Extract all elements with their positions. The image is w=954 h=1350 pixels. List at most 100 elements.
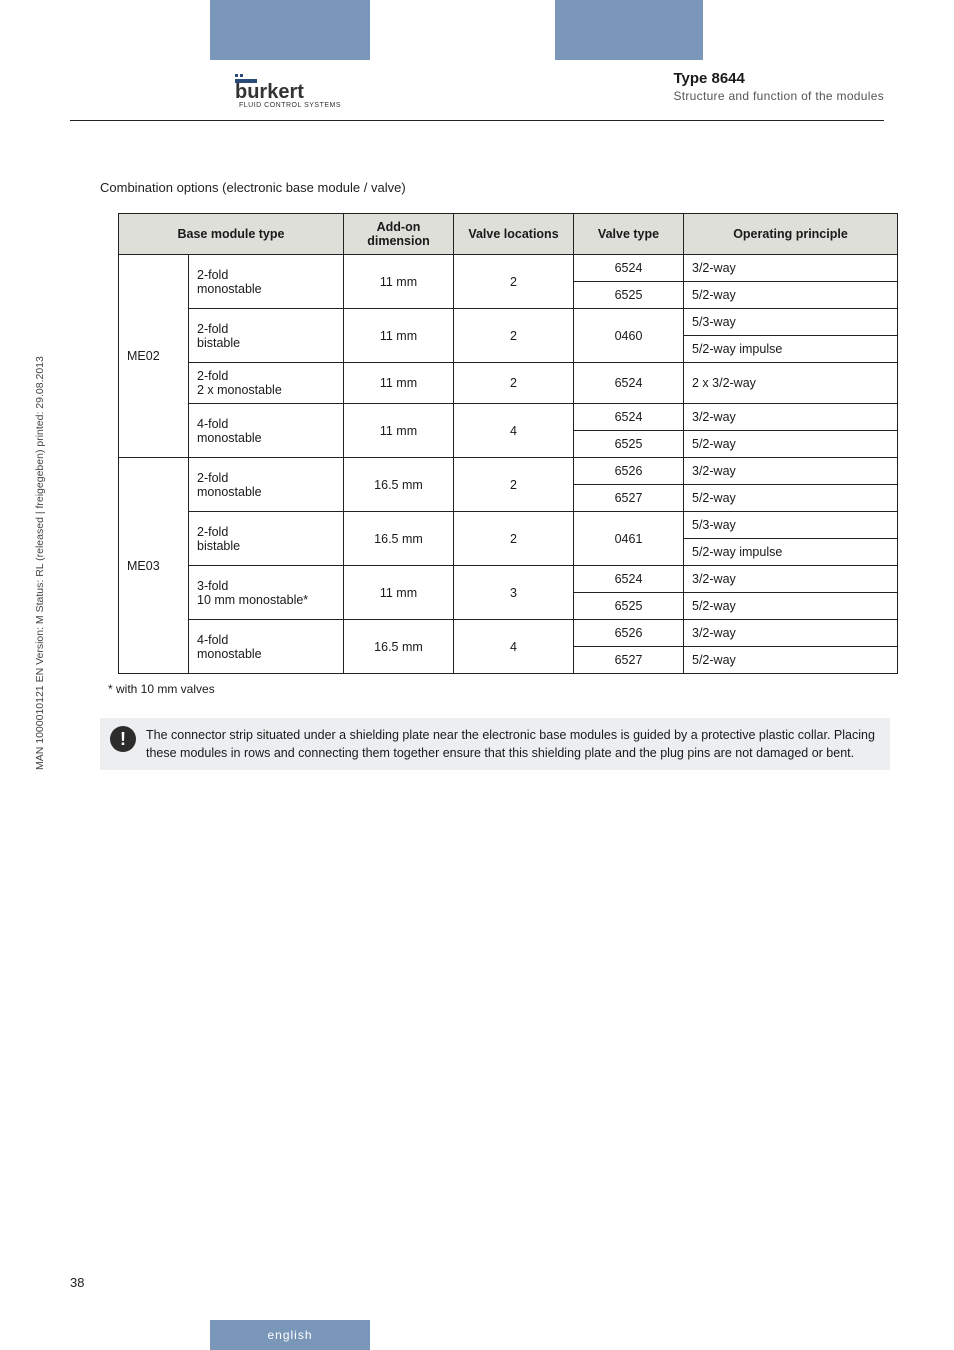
- table-row: 4-fold monostable 16.5 mm 4 6526 3/2-way: [119, 620, 898, 647]
- logo: burkert FLUID CONTROL SYSTEMS: [210, 70, 370, 109]
- cell-vtype: 6524: [574, 566, 684, 593]
- cell-vtype: 6525: [574, 282, 684, 309]
- cell-op: 5/2-way impulse: [684, 336, 898, 363]
- cell-op: 5/2-way impulse: [684, 539, 898, 566]
- cell-desc: 2-fold monostable: [189, 255, 344, 309]
- cell-vtype: 0461: [574, 512, 684, 566]
- cell-addon: 11 mm: [344, 404, 454, 458]
- cell-op: 3/2-way: [684, 255, 898, 282]
- cell-vtype: 6527: [574, 647, 684, 674]
- cell-desc: 2-fold monostable: [189, 458, 344, 512]
- cell-locs: 2: [454, 255, 574, 309]
- table-footnote: * with 10 mm valves: [108, 682, 884, 696]
- table-row: 2-fold bistable 11 mm 2 0460 5/3-way: [119, 309, 898, 336]
- cell-addon: 11 mm: [344, 309, 454, 363]
- header-block-right: [555, 0, 703, 60]
- table-row: 2-fold 2 x monostable 11 mm 2 6524 2 x 3…: [119, 363, 898, 404]
- cell-addon: 16.5 mm: [344, 620, 454, 674]
- cell-desc: 2-fold bistable: [189, 512, 344, 566]
- cell-me02: ME02: [119, 255, 189, 458]
- cell-desc-line1: 4-fold: [197, 417, 228, 431]
- cell-desc-line1: 3-fold: [197, 579, 228, 593]
- cell-op: 5/2-way: [684, 593, 898, 620]
- cell-vtype: 6526: [574, 458, 684, 485]
- cell-desc-line2: monostable: [197, 431, 262, 445]
- cell-op: 5/2-way: [684, 647, 898, 674]
- cell-desc-line1: 2-fold: [197, 525, 228, 539]
- cell-locs: 3: [454, 566, 574, 620]
- cell-locs: 2: [454, 512, 574, 566]
- cell-addon: 16.5 mm: [344, 512, 454, 566]
- cell-vtype: 6524: [574, 363, 684, 404]
- cell-op: 5/2-way: [684, 485, 898, 512]
- cell-desc: 4-fold monostable: [189, 620, 344, 674]
- cell-desc-line2: monostable: [197, 282, 262, 296]
- cell-addon: 11 mm: [344, 363, 454, 404]
- cell-desc-line1: 2-fold: [197, 268, 228, 282]
- cell-locs: 2: [454, 458, 574, 512]
- cell-vtype: 6526: [574, 620, 684, 647]
- table-row: 2-fold bistable 16.5 mm 2 0461 5/3-way: [119, 512, 898, 539]
- cell-desc-line1: 2-fold: [197, 471, 228, 485]
- cell-op: 5/2-way: [684, 431, 898, 458]
- burkert-logo-icon: burkert: [235, 70, 345, 100]
- cell-op: 5/2-way: [684, 282, 898, 309]
- attention-icon: [110, 726, 136, 752]
- cell-locs: 2: [454, 363, 574, 404]
- cell-locs: 4: [454, 404, 574, 458]
- table-row: 4-fold monostable 11 mm 4 6524 3/2-way: [119, 404, 898, 431]
- cell-vtype: 0460: [574, 309, 684, 363]
- header-rule: [70, 120, 884, 121]
- doc-subtitle: Structure and function of the modules: [673, 89, 884, 103]
- cell-op: 3/2-way: [684, 566, 898, 593]
- cell-desc-line1: 2-fold: [197, 322, 228, 336]
- cell-op: 3/2-way: [684, 620, 898, 647]
- th-op: Operating principle: [684, 214, 898, 255]
- cell-addon: 11 mm: [344, 566, 454, 620]
- logo-tagline: FLUID CONTROL SYSTEMS: [210, 102, 370, 109]
- cell-desc: 3-fold 10 mm monostable*: [189, 566, 344, 620]
- main-content: Combination options (electronic base mod…: [100, 180, 884, 770]
- header-block-left: [210, 0, 370, 60]
- side-print-info: MAN 1000010121 EN Version: M Status: RL …: [34, 356, 46, 770]
- cell-op: 3/2-way: [684, 458, 898, 485]
- cell-op: 5/3-way: [684, 309, 898, 336]
- th-vtype: Valve type: [574, 214, 684, 255]
- cell-desc-line2: monostable: [197, 647, 262, 661]
- cell-addon: 11 mm: [344, 255, 454, 309]
- th-base: Base module type: [119, 214, 344, 255]
- cell-vtype: 6525: [574, 593, 684, 620]
- cell-vtype: 6525: [574, 431, 684, 458]
- cell-desc: 2-fold bistable: [189, 309, 344, 363]
- footer-language-tab: english: [210, 1320, 370, 1350]
- table-row: ME03 2-fold monostable 16.5 mm 2 6526 3/…: [119, 458, 898, 485]
- cell-desc-line2: 2 x monostable: [197, 383, 282, 397]
- doc-type: Type 8644: [673, 70, 884, 87]
- cell-locs: 2: [454, 309, 574, 363]
- cell-desc-line1: 4-fold: [197, 633, 228, 647]
- cell-vtype: 6524: [574, 255, 684, 282]
- cell-desc: 2-fold 2 x monostable: [189, 363, 344, 404]
- cell-desc-line2: bistable: [197, 336, 240, 350]
- table-row: 3-fold 10 mm monostable* 11 mm 3 6524 3/…: [119, 566, 898, 593]
- cell-desc-line2: monostable: [197, 485, 262, 499]
- cell-desc-line2: bistable: [197, 539, 240, 553]
- header-band: [0, 0, 954, 78]
- page-number: 38: [70, 1275, 84, 1290]
- note-box: The connector strip situated under a shi…: [100, 718, 890, 770]
- cell-me03: ME03: [119, 458, 189, 674]
- cell-addon: 16.5 mm: [344, 458, 454, 512]
- th-addon: Add-on dimension: [344, 214, 454, 255]
- cell-desc-line1: 2-fold: [197, 369, 228, 383]
- cell-vtype: 6524: [574, 404, 684, 431]
- cell-op: 2 x 3/2-way: [684, 363, 898, 404]
- header-right: Type 8644 Structure and function of the …: [673, 70, 884, 103]
- cell-op: 5/3-way: [684, 512, 898, 539]
- cell-vtype: 6527: [574, 485, 684, 512]
- combination-table: Base module type Add-on dimension Valve …: [118, 213, 898, 674]
- note-text: The connector strip situated under a shi…: [146, 726, 880, 762]
- cell-locs: 4: [454, 620, 574, 674]
- th-locs: Valve locations: [454, 214, 574, 255]
- cell-op: 3/2-way: [684, 404, 898, 431]
- section-title: Combination options (electronic base mod…: [100, 180, 884, 195]
